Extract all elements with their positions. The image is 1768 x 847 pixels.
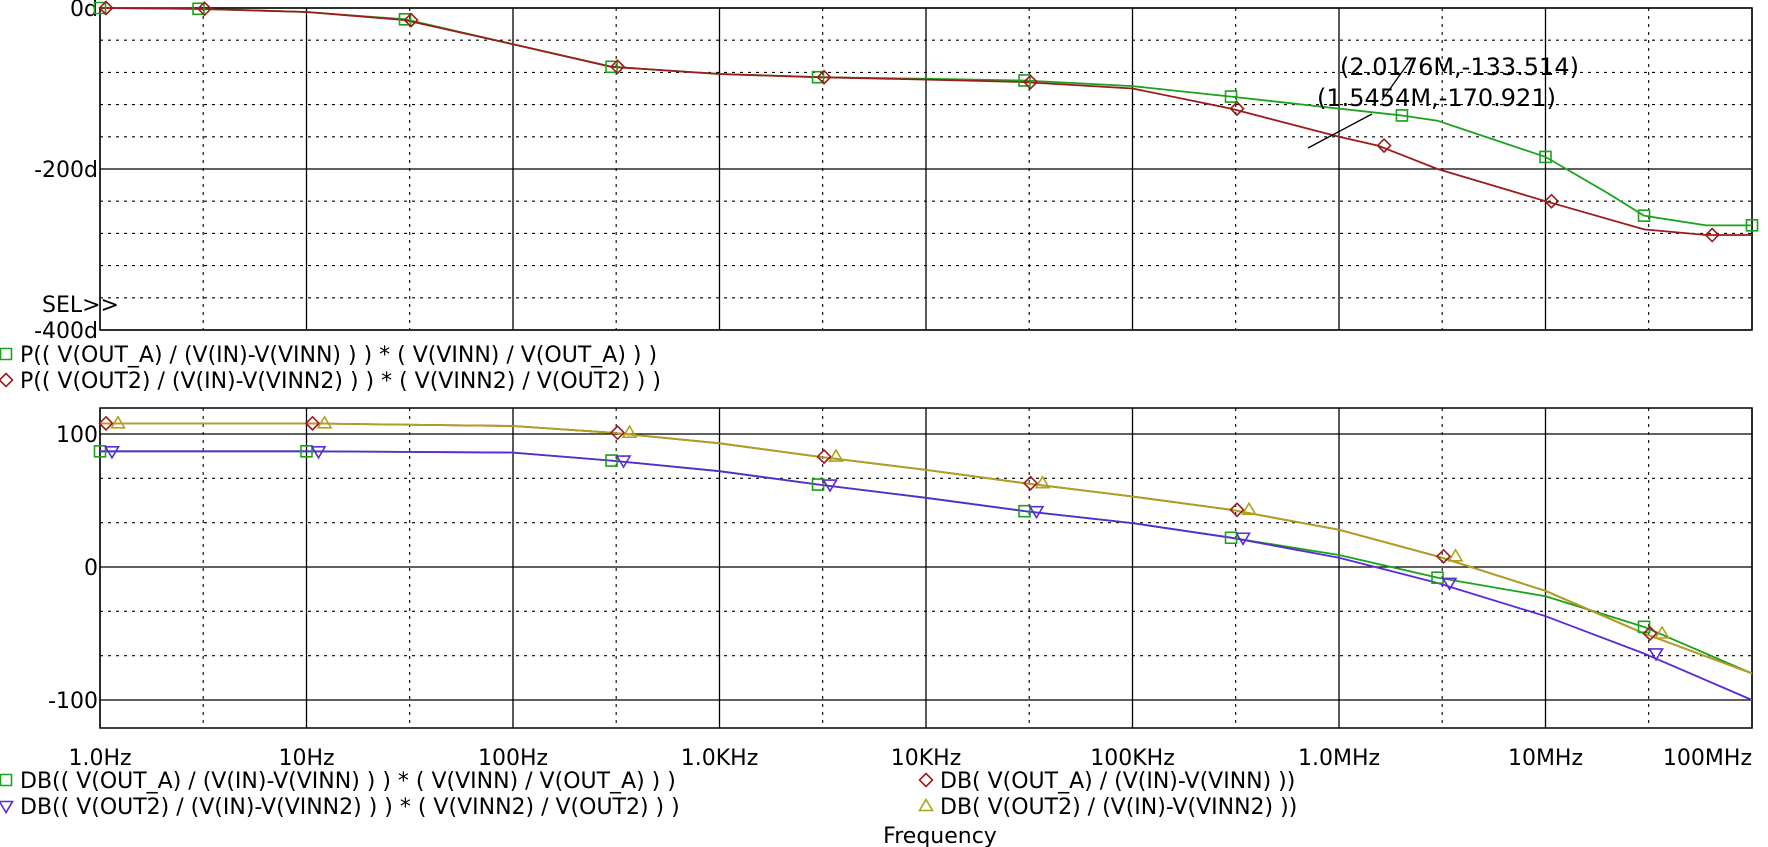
data-point [1395, 109, 1409, 122]
annotation-leader [1381, 57, 1413, 101]
data-point [615, 455, 632, 469]
x-tick-label: 100KHz [1090, 746, 1175, 771]
legend-marker [0, 372, 14, 388]
data-point [104, 445, 120, 460]
y-tick-label: 0 [84, 556, 98, 581]
data-point [1441, 577, 1458, 592]
legend-label: P(( V(OUT_A) / (V(IN)-V(VINN) ) ) * ( V(… [20, 343, 657, 368]
legend-label: P(( V(OUT2) / (V(IN)-V(VINN2) ) ) * ( V(… [20, 369, 661, 394]
x-tick-label: 10MHz [1508, 746, 1583, 771]
data-point [1028, 505, 1045, 520]
series-line-3 [100, 450, 1753, 701]
x-tick-label: 100Hz [478, 746, 548, 771]
legend-marker [0, 800, 14, 815]
plot-panel-2 [99, 407, 1753, 729]
data-point [1642, 625, 1658, 642]
data-point [1431, 571, 1444, 584]
x-tick-label: 1.0Hz [68, 746, 131, 771]
data-point [398, 12, 412, 26]
data-point [1435, 548, 1452, 564]
x-tick-label: 100MHz [1663, 746, 1752, 771]
data-point [609, 59, 626, 75]
data-point [1034, 475, 1051, 489]
data-point [1235, 532, 1251, 546]
legend-label: DB(( V(OUT_A) / (V(IN)-V(VINN) ) ) * ( V… [20, 769, 676, 794]
data-point [1637, 209, 1651, 222]
data-point [621, 424, 638, 438]
data-point [1745, 219, 1759, 232]
legend-marker [0, 773, 13, 787]
data-point [1648, 648, 1664, 662]
data-point [811, 478, 825, 491]
data-point [1543, 193, 1560, 209]
data-point [816, 448, 832, 465]
y-tick-label: -200d [34, 158, 98, 183]
data-point [816, 69, 832, 85]
data-point [98, 415, 114, 431]
data-point [196, 1, 213, 17]
data-point [310, 445, 327, 460]
x-tick-label: 10KHz [891, 746, 962, 771]
data-point [110, 415, 126, 429]
data-point [1241, 501, 1257, 516]
data-point [1637, 620, 1651, 634]
y-tick-label: -400d [34, 319, 98, 344]
data-point [822, 479, 838, 493]
data-point [1022, 475, 1039, 491]
data-point [1018, 504, 1031, 518]
data-point [1654, 625, 1670, 639]
data-point [1539, 150, 1552, 164]
data-point [98, 0, 114, 16]
data-point [403, 12, 419, 28]
data-point [1229, 502, 1245, 518]
annotation-label: (2.0176M,-133.514) [1340, 53, 1579, 81]
y-tick-label: 0d [70, 0, 98, 22]
x-tick-label: 1.0KHz [681, 746, 759, 771]
legend-label: DB( V(OUT2) / (V(IN)-V(VINN2) )) [940, 795, 1297, 820]
data-point [1224, 531, 1238, 545]
legend-marker [0, 347, 13, 361]
sel-marker: SEL>> [42, 293, 119, 318]
data-point [93, 444, 107, 458]
x-axis-label: Frequency [883, 824, 997, 847]
annotation-leader [1307, 113, 1373, 149]
data-point [1704, 227, 1720, 243]
legend-marker [918, 797, 934, 812]
legend-marker [918, 772, 934, 788]
data-point [828, 448, 844, 462]
data-point [1022, 74, 1039, 90]
data-point [1229, 100, 1245, 117]
data-point [304, 415, 321, 431]
y-tick-label: -100 [48, 689, 98, 714]
legend-label: DB(( V(OUT2) / (V(IN)-V(VINN2) ) ) * ( V… [20, 795, 680, 820]
data-point [300, 444, 313, 458]
data-point [1018, 74, 1031, 87]
data-point [605, 454, 618, 467]
x-tick-label: 10Hz [278, 746, 334, 771]
data-point [609, 425, 626, 441]
data-point [316, 415, 333, 429]
data-point [1447, 548, 1464, 562]
x-tick-label: 1.0MHz [1298, 746, 1380, 771]
legend-label: DB( V(OUT_A) / (V(IN)-V(VINN) )) [940, 769, 1295, 794]
data-point [1376, 137, 1392, 154]
annotation-label: (1.5454M,-170.921) [1317, 84, 1556, 112]
y-tick-label: 100 [56, 423, 98, 448]
